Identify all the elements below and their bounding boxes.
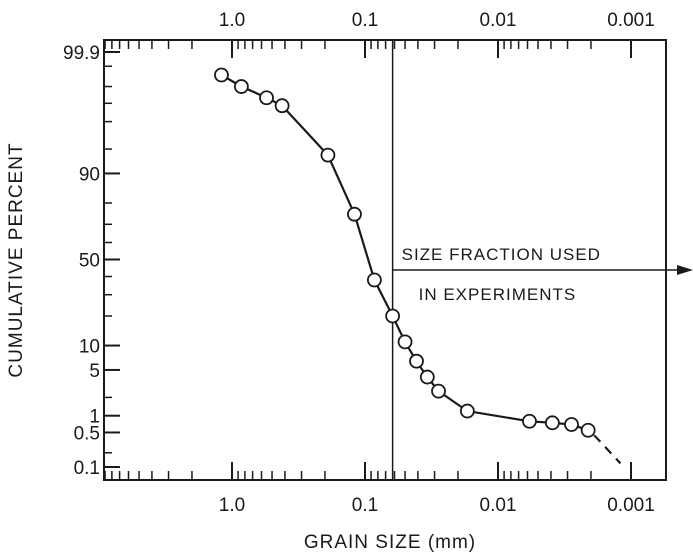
x-tick-label-top: 0.1 — [352, 10, 378, 31]
x-tick-label-top: 1.0 — [219, 10, 245, 31]
y-tick-label: 99.9 — [63, 43, 100, 64]
data-point — [544, 415, 560, 431]
x-axis-title: GRAIN SIZE (mm) — [304, 532, 476, 553]
data-point — [522, 413, 537, 429]
y-tick-label: 5 — [89, 361, 100, 382]
y-tick-label: 90 — [79, 164, 100, 185]
x-tick-label-bottom: 0.1 — [352, 495, 378, 516]
y-tick-label: 50 — [79, 251, 100, 272]
x-tick-label-top: 0.01 — [480, 10, 517, 31]
y-axis-title: CUMULATIVE PERCENT — [6, 142, 27, 377]
data-point — [419, 369, 435, 385]
data-point — [259, 90, 274, 106]
annotation-line-2: IN EXPERIMENTS — [419, 285, 577, 304]
x-tick-label-bottom: 1.0 — [219, 495, 245, 516]
y-tick-label: 1 — [89, 407, 100, 428]
x-tick-label-bottom: 0.01 — [480, 495, 517, 516]
data-point — [459, 403, 475, 419]
data-point — [233, 79, 249, 94]
data-points — [214, 67, 596, 438]
data-point — [366, 272, 382, 288]
data-point — [320, 147, 336, 163]
data-point — [431, 383, 446, 399]
data-point — [409, 353, 424, 369]
y-tick-label: 10 — [79, 337, 100, 358]
data-point — [274, 98, 290, 114]
tick-labels: 1.01.00.10.10.010.010.0010.00199.9905010… — [63, 10, 655, 516]
y-tick-label: 0.5 — [74, 423, 100, 444]
data-point — [214, 67, 229, 83]
annotation-line-1: SIZE FRACTION USED — [402, 245, 601, 264]
data-point — [347, 206, 362, 222]
data-point — [385, 308, 401, 324]
size-fraction-arrow-head — [677, 265, 693, 275]
data-point — [564, 417, 579, 432]
series-extrapolation-dashed — [593, 434, 622, 465]
x-tick-label-top: 0.001 — [607, 10, 655, 31]
data-point — [397, 334, 413, 350]
x-tick-label-bottom: 0.001 — [607, 495, 655, 516]
y-tick-label: 0.1 — [74, 458, 100, 479]
tick-marks — [104, 40, 632, 480]
data-point — [580, 422, 596, 438]
